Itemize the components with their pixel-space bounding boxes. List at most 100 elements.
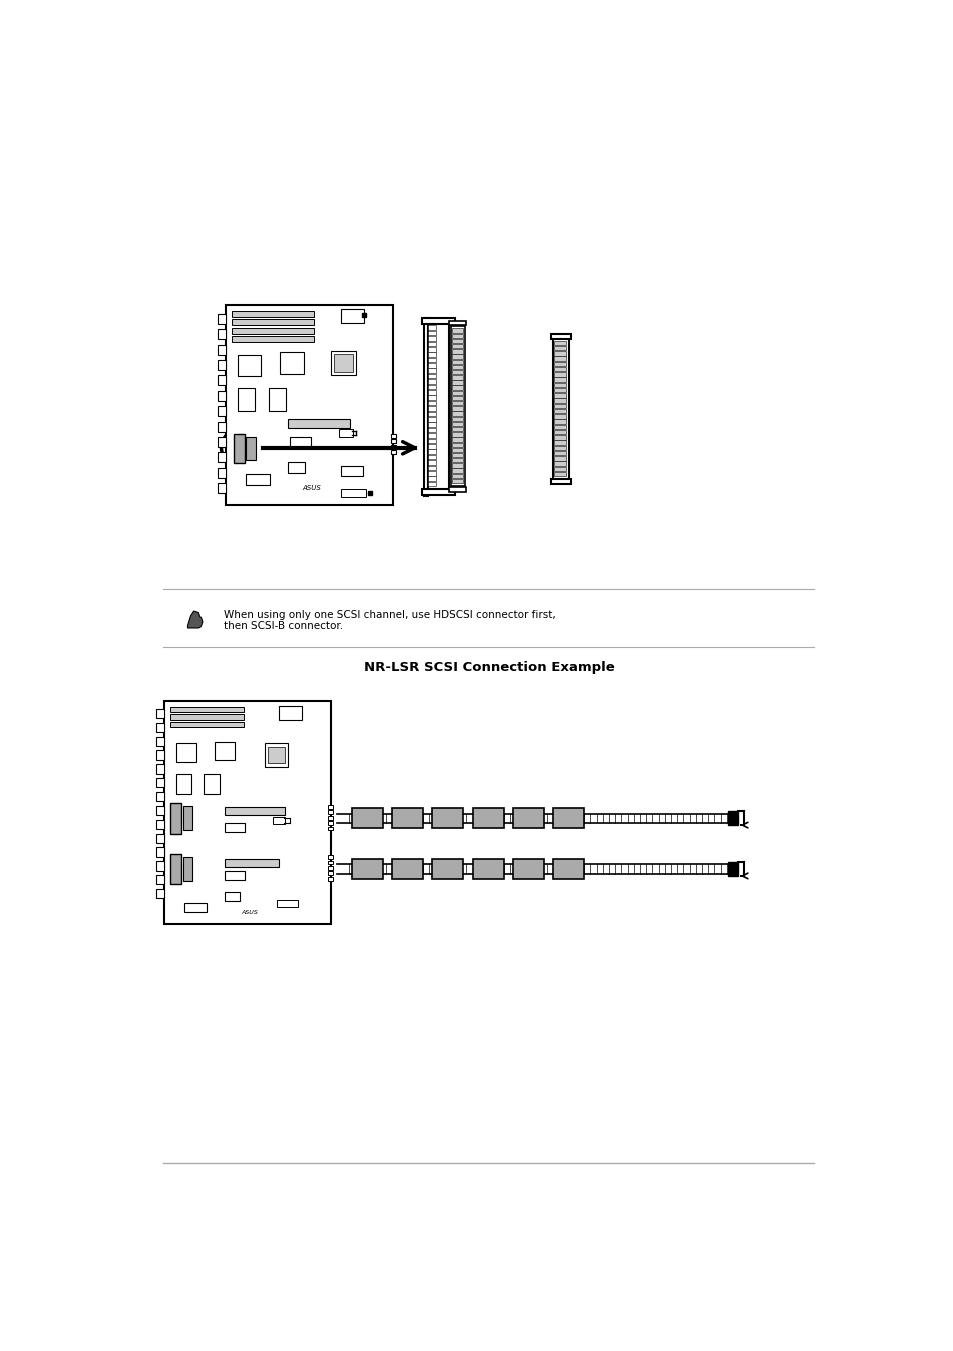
Text: ASUS: ASUS [302, 485, 320, 490]
Bar [428, 439, 436, 443]
Bar [452, 401, 462, 405]
Bar [554, 466, 566, 471]
Bar [422, 317, 455, 324]
Bar [268, 747, 285, 763]
Bar [218, 390, 226, 401]
Text: then SCSI-B connector.: then SCSI-B connector. [224, 621, 343, 631]
Bar [428, 336, 436, 340]
Bar [449, 488, 466, 492]
Bar [352, 859, 382, 880]
Bar [218, 330, 226, 339]
Bar [513, 808, 543, 828]
Bar [156, 820, 164, 830]
Bar [183, 857, 192, 881]
Bar [237, 354, 261, 376]
Bar [428, 455, 436, 459]
Bar [554, 393, 566, 397]
Bar [428, 363, 436, 367]
Bar [423, 319, 427, 496]
Bar [340, 489, 365, 497]
Bar [156, 847, 164, 857]
Bar [550, 478, 571, 484]
Bar [218, 484, 226, 493]
Bar [422, 489, 455, 494]
Bar [224, 859, 278, 867]
Bar [156, 875, 164, 885]
Bar [452, 365, 462, 369]
Bar [233, 336, 314, 342]
Bar [218, 376, 226, 385]
Bar [554, 419, 566, 424]
Bar [428, 412, 436, 416]
Bar [452, 339, 462, 343]
Bar [428, 482, 436, 486]
Bar [554, 446, 566, 450]
Bar [432, 859, 463, 880]
Bar [183, 902, 207, 912]
Text: ASUS: ASUS [241, 911, 257, 916]
Bar [428, 342, 436, 346]
Bar [452, 432, 462, 436]
Bar [428, 434, 436, 438]
Bar [175, 774, 192, 794]
Bar [428, 461, 436, 465]
Bar [553, 808, 583, 828]
Bar [156, 765, 164, 774]
Bar [554, 362, 566, 366]
Bar [554, 404, 566, 408]
Bar [280, 353, 303, 374]
Bar [340, 466, 362, 476]
Bar [554, 351, 566, 355]
Polygon shape [187, 611, 203, 628]
Bar [452, 334, 462, 338]
Bar [290, 436, 311, 447]
Bar [428, 471, 436, 476]
Bar [550, 334, 571, 339]
Bar [553, 338, 568, 480]
Bar [328, 805, 333, 809]
Bar [328, 821, 333, 825]
Bar [276, 900, 298, 908]
Bar [428, 450, 436, 454]
Bar [452, 407, 462, 411]
Bar [328, 811, 333, 815]
Bar [452, 328, 462, 332]
Bar [452, 458, 462, 462]
Bar [171, 707, 244, 712]
Bar [452, 422, 462, 426]
Bar [428, 417, 436, 422]
Bar [452, 463, 462, 467]
Bar [328, 866, 333, 870]
Bar [391, 444, 395, 449]
Bar [452, 427, 462, 431]
Bar [218, 467, 226, 478]
Bar [554, 461, 566, 466]
Bar [452, 438, 462, 442]
Bar [156, 862, 164, 870]
Bar [171, 854, 181, 885]
Bar [554, 373, 566, 377]
Bar [171, 715, 244, 720]
Bar [164, 701, 331, 924]
Bar [428, 380, 436, 384]
Bar [452, 416, 462, 422]
Bar [218, 436, 226, 447]
Bar [245, 474, 270, 485]
Bar [233, 434, 245, 463]
Bar [428, 401, 436, 405]
Bar [156, 723, 164, 732]
Bar [392, 859, 422, 880]
Bar [340, 309, 364, 323]
Bar [224, 808, 285, 815]
Bar [452, 345, 462, 349]
Bar [554, 388, 566, 392]
Bar [328, 871, 333, 875]
Bar [449, 320, 466, 326]
Bar [428, 347, 436, 351]
Bar [452, 396, 462, 400]
Bar [224, 870, 245, 880]
Bar [328, 861, 333, 865]
Bar [554, 457, 566, 461]
Bar [728, 811, 737, 825]
Text: NR-LSR SCSI Connection Example: NR-LSR SCSI Connection Example [363, 661, 614, 674]
